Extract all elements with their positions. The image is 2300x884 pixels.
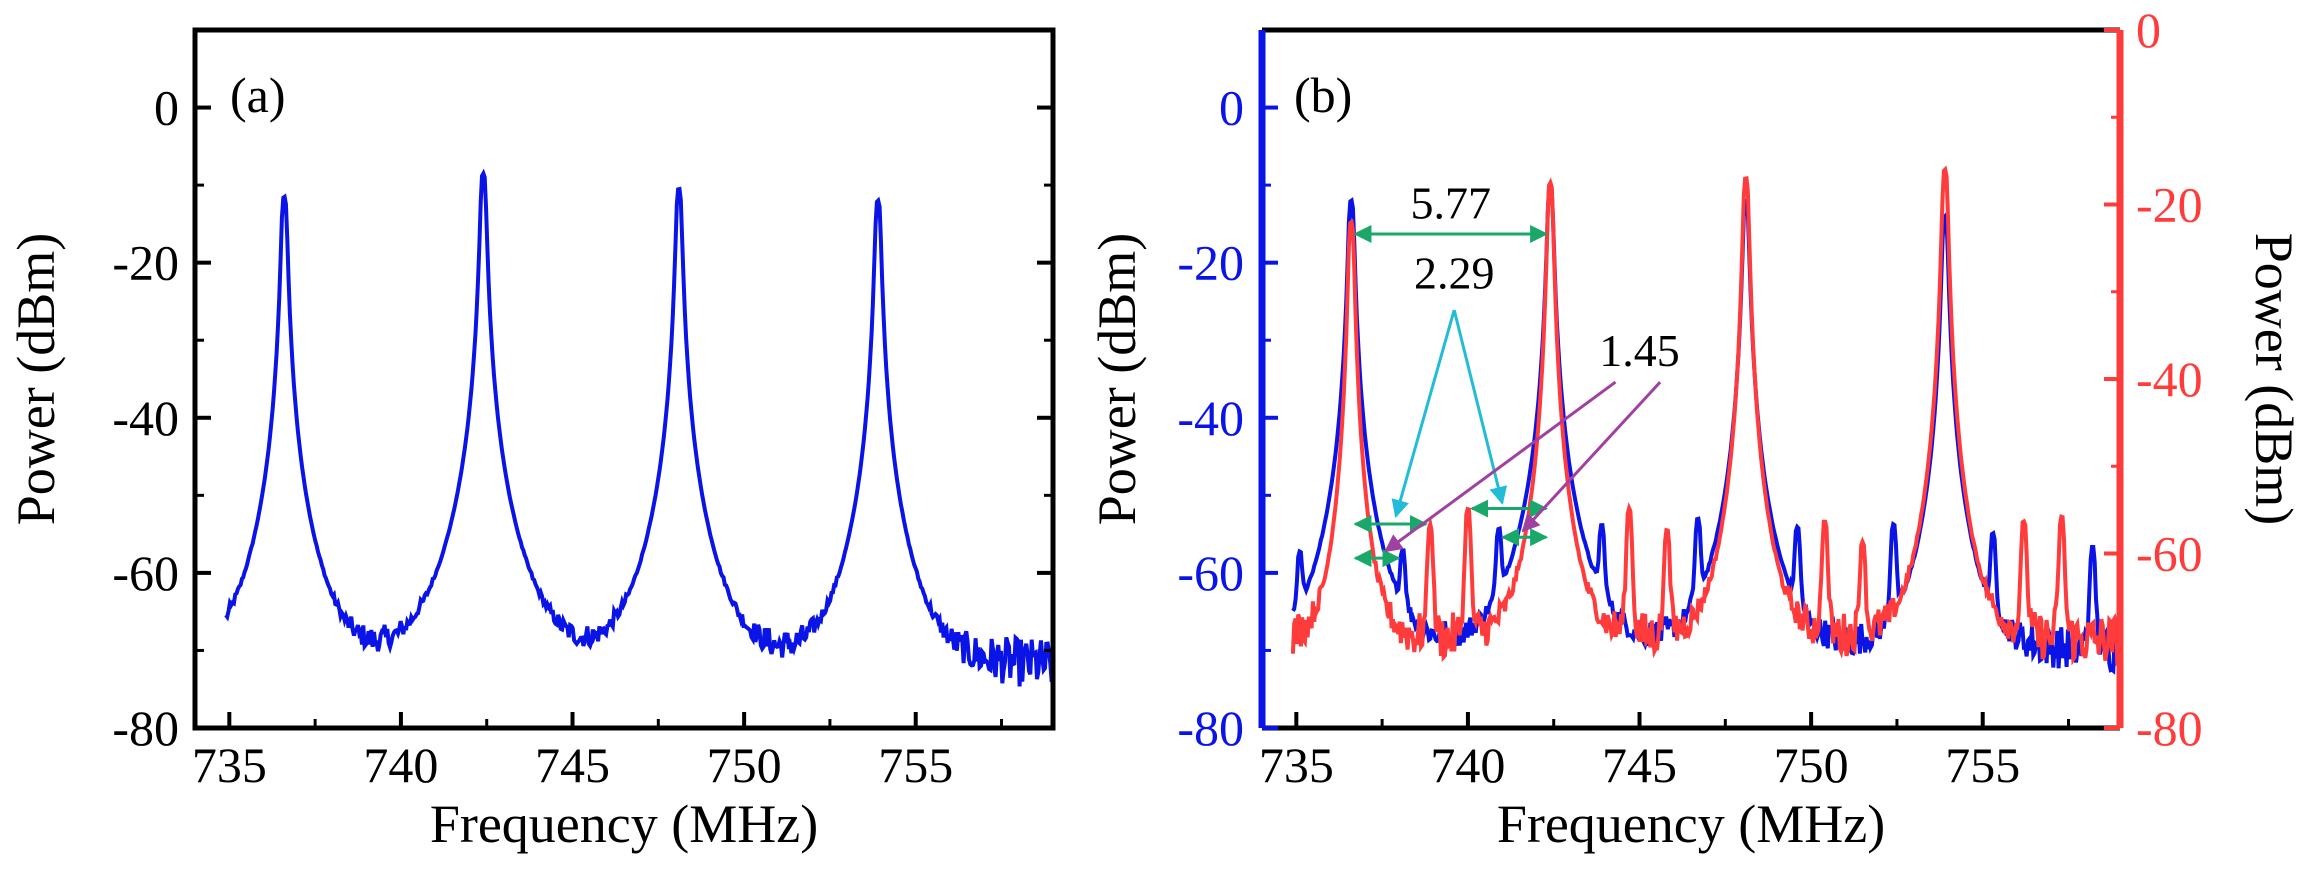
panel-b-pointer-arrow [1391,309,1456,519]
panel-b-x-axis-title: Frequency (MHz) [1497,794,1885,854]
panel-b-left-y-tick-label: -20 [1177,235,1244,291]
panel-a-x-tick-label: 740 [363,737,438,793]
panel-a-y-axis-title: Power (dBm) [6,233,66,525]
panel-b-right-y-tick-label: -20 [2136,177,2203,233]
panel-a: 735 740 745 750 755 0 -20 -40 -60 -80 (a) Frequen… [6,27,1056,854]
panel-b-x-tick-label: 745 [1602,737,1677,793]
panel-a-frame [192,27,1056,731]
panel-a-x-tick-label: 745 [535,737,610,793]
panel-a-x-tick-label: 735 [192,737,267,793]
panel-b-right-y-axis-title: Power (dBm) [2244,233,2300,525]
panel-b-annotations: 5.77 2.29 1.45 [1353,177,1680,568]
panel-a-y-tick-label: -20 [112,235,179,291]
panel-b-ticks: 735 740 745 750 755 0 -20 -40 -60 -80 0 -20 -40 -60 -8… [1177,2,2202,793]
panel-a-x-tick-label: 755 [878,737,953,793]
panel-b-x-tick-label: 740 [1430,737,1505,793]
panel-b-pointer-arrow [1384,380,1617,553]
panel-b-right-y-tick-label: -60 [2136,526,2203,582]
panel-b-left-y-tick-label: -40 [1177,390,1244,446]
panel-a-y-tick-label: -80 [112,700,179,756]
panel-b-left-y-tick-label: -80 [1177,700,1244,756]
panel-b-left-y-tick-label: -60 [1177,545,1244,601]
panel-a-label: (a) [230,67,286,123]
panel-a-x-axis-title: Frequency (MHz) [430,794,818,854]
panel-b-annotation-label: 5.77 [1411,177,1492,228]
panel-b: 735 740 745 750 755 0 -20 -40 -60 -80 0 -20 -40 -60 -8… [1087,2,2300,854]
panel-b-series-group [1290,165,2122,675]
panel-b-x-tick-label: 735 [1259,737,1334,793]
panel-b-series-line-red [1290,165,2122,666]
panel-b-pointer-arrow [1452,309,1508,505]
panel-a-series-group [224,168,1055,687]
panel-b-label: (b) [1294,67,1352,123]
panel-b-right-y-tick-label: -40 [2136,351,2203,407]
panel-b-left-y-axis-title: Power (dBm) [1087,233,1147,525]
panel-a-series-line [224,168,1055,687]
panel-b-pointer-arrow [1521,381,1662,533]
panel-b-annotation-label: 2.29 [1414,247,1495,298]
panel-b-x-tick-label: 755 [1945,737,2020,793]
panel-a-y-tick-label: -60 [112,545,179,601]
panel-a-ticks: 735 740 745 750 755 0 -20 -40 -60 -80 [112,80,1053,793]
panel-a-y-tick-label: -40 [112,390,179,446]
panel-b-annotation-label: 1.45 [1599,325,1680,376]
panel-a-x-tick-label: 750 [707,737,782,793]
panel-b-x-tick-label: 750 [1774,737,1849,793]
panel-b-right-y-tick-label: -80 [2136,700,2203,756]
panel-a-y-tick-label: 0 [154,80,179,136]
panel-b-right-y-tick-label: 0 [2136,2,2161,58]
panel-b-left-y-tick-label: 0 [1219,80,1244,136]
